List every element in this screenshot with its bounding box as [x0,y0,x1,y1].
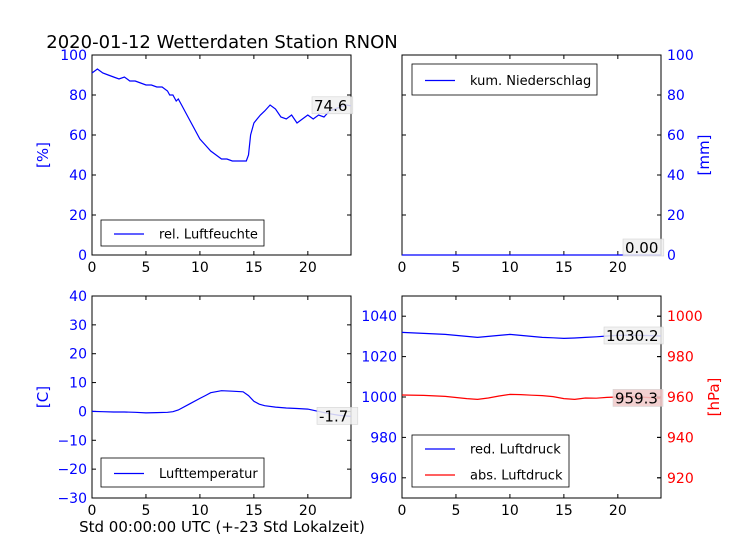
x-tick-label: 15 [245,260,263,276]
annotation-box [311,96,354,115]
y-tick-label: 10 [69,376,87,392]
axes-frame [91,295,352,499]
panel-temperature: 0 5 10 15 20 −30 −20 −10 0 10 20 30 40 [C] Lufttempera… [34,289,359,519]
y-tick-label: 20 [69,347,87,363]
legend-frame [100,457,265,488]
right-y-axis-label: [hPa] [705,378,723,417]
figure-xlabel: Std 00:00:00 UTC (+-23 Std Lokalzeit) [79,518,365,536]
x-tick-label: 0 [88,503,97,519]
annotation-box [316,407,359,425]
x-tick-label: 20 [299,503,317,519]
legend-frame [411,434,570,488]
y-tick-label: 40 [69,289,87,305]
y-tick-label: 30 [69,318,87,334]
y-tick-label: 0 [78,248,87,264]
y-tick-label: 1020 [361,350,397,366]
legend-label: abs. Luftdruck [470,469,563,484]
y-tick-label: 60 [69,128,87,144]
annotation-box [622,238,665,257]
x-tick-label: 10 [501,503,519,519]
y-tick-label: 0 [78,404,87,420]
y-tick-label: 100 [60,48,87,64]
panel-pressure: 0 5 10 15 20 960 980 1000 1020 1040 920 940 960 980 10… [361,295,723,519]
x-tick-label: 5 [451,503,460,519]
x-tick-label: 10 [191,503,209,519]
x-tick-label: 0 [398,503,407,519]
x-tick-label: 0 [398,260,407,276]
end-value-label: 959.3 [615,389,658,407]
x-tick-label: 0 [88,260,97,276]
y-axis-label: [C] [34,386,52,408]
right-y-tick-label: 980 [667,350,694,366]
right-y-tick-label: 1000 [667,309,703,325]
right-y-tick-label: 960 [667,390,694,406]
x-tick-label: 5 [451,260,460,276]
end-value-label: -1.7 [319,407,348,425]
y-tick-label: 0 [667,248,676,264]
y-axis-label: [mm] [695,135,713,176]
x-tick-label: 15 [245,503,263,519]
legend: red. Luftdruck abs. Luftdruck [411,434,570,488]
legend: kum. Niederschlag [411,63,598,96]
end-value-label: 74.6 [314,97,347,115]
legend-label: rel. Luftfeuchte [159,228,258,243]
legend-label: kum. Niederschlag [470,74,591,89]
x-tick-label: 20 [609,503,627,519]
figure-title: 2020-01-12 Wetterdaten Station RNON [46,32,397,53]
y-tick-label: 40 [69,168,87,184]
right-y-tick-label: 920 [667,471,694,487]
end-value-label: 1030.2 [606,327,659,345]
x-tick-label: 20 [609,260,627,276]
x-tick-label: 15 [555,503,573,519]
annotation-box [612,389,664,407]
x-tick-label: 10 [191,260,209,276]
x-tick-label: 15 [555,260,573,276]
y-tick-label: 40 [667,168,685,184]
legend-label: red. Luftdruck [470,443,561,458]
right-y-tick-label: 940 [667,430,694,446]
x-tick-label: 5 [141,503,150,519]
y-tick-label: 80 [667,88,685,104]
legend-label: Lufttemperatur [159,467,258,482]
y-tick-label: 980 [370,430,397,446]
axes-frame [91,54,352,256]
y-tick-label: −30 [57,491,87,507]
annotation-box [603,326,664,345]
series-line-rel-luftfeuchte [91,68,352,162]
legend: rel. Luftfeuchte [100,219,265,247]
y-tick-label: 20 [667,208,685,224]
y-tick-label: 60 [667,128,685,144]
y-axis-label: [%] [34,142,52,168]
y-tick-label: 80 [69,88,87,104]
y-tick-label: 100 [667,48,694,64]
legend-frame [100,219,265,247]
series-line-lufttemperatur [91,390,352,417]
x-tick-label: 20 [299,260,317,276]
y-tick-label: −10 [57,433,87,449]
x-tick-label: 5 [141,260,150,276]
legend: Lufttemperatur [100,457,265,488]
y-tick-label: 1000 [361,390,397,406]
y-tick-label: 960 [370,471,397,487]
y-tick-label: −20 [57,462,87,478]
y-tick-label: 20 [69,208,87,224]
y-tick-label: 1040 [361,309,397,325]
end-value-label: 0.00 [625,239,658,257]
panel-precipitation: 0 5 10 15 20 0 20 40 60 80 100 [mm] kum. Niederschla… [398,48,713,276]
legend-frame [411,63,598,96]
panel-humidity: 0 5 10 15 20 0 20 40 60 80 100 [%] rel. Luftfeuchte 7… [34,48,354,276]
x-tick-label: 10 [501,260,519,276]
